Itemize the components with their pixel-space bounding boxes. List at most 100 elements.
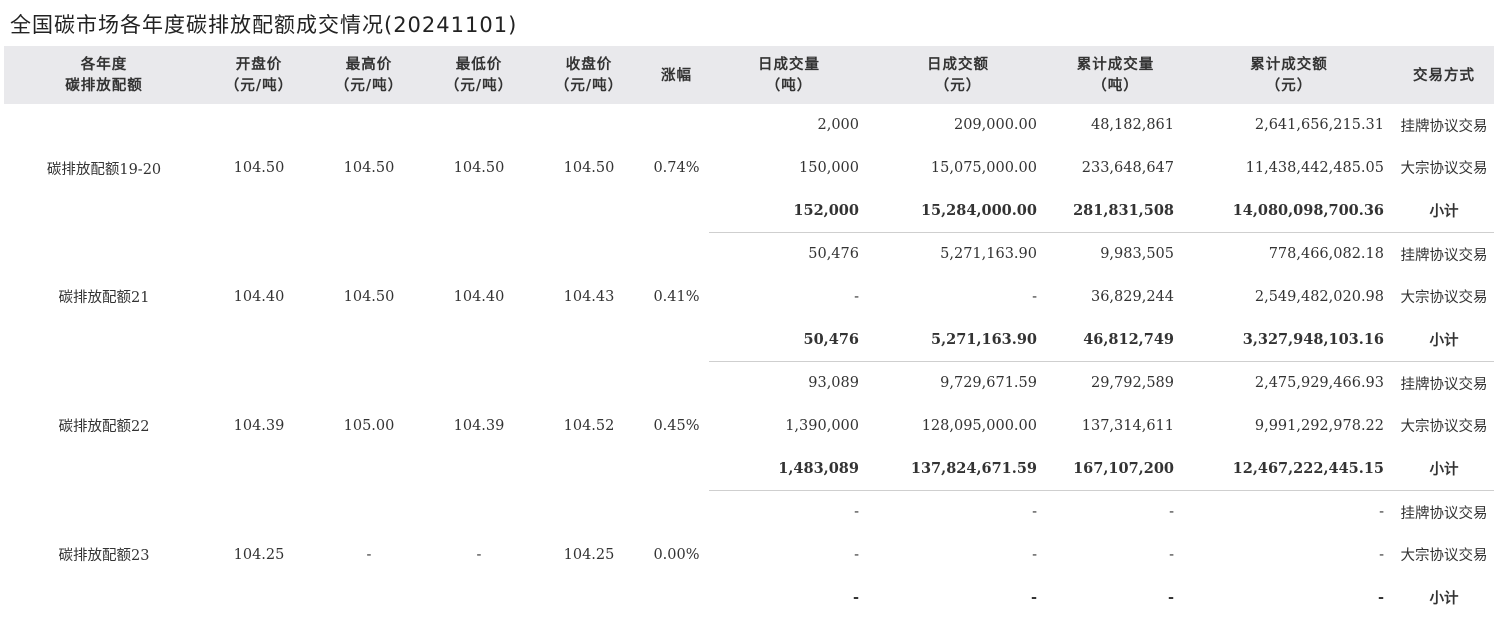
subtotal-daily-amount: 15,284,000.00 — [869, 189, 1047, 233]
trade-mode: 大宗协议交易 — [1400, 161, 1488, 178]
low-price: - — [476, 546, 482, 563]
close-price: 104.52 — [563, 417, 615, 434]
daily-volume: - — [854, 546, 859, 563]
cumulative-amount: 2,549,482,020.98 — [1254, 288, 1384, 305]
table-row: - - - - 大宗协议交易 — [4, 534, 1494, 577]
subtotal-row: - - - - 小计 — [4, 576, 1494, 619]
daily-amount: - — [1032, 504, 1037, 521]
price-change: 0.74% — [653, 160, 700, 177]
subtotal-cumulative-amount: 14,080,098,700.36 — [1184, 189, 1394, 233]
high-price: 104.50 — [343, 160, 395, 177]
cumulative-amount: 778,466,082.18 — [1268, 246, 1384, 263]
daily-volume: - — [854, 504, 859, 521]
table-row: 碳排放配额23 104.25 - - 104.25 0.00% - - - - … — [4, 490, 1494, 564]
subtotal-daily-amount: 137,824,671.59 — [869, 447, 1047, 491]
subtotal-cumulative-volume: 167,107,200 — [1047, 447, 1184, 491]
cumulative-amount: 2,641,656,215.31 — [1254, 117, 1384, 134]
daily-volume: - — [854, 288, 859, 305]
header-change: 涨幅 — [644, 46, 709, 104]
cumulative-volume: 137,314,611 — [1081, 417, 1174, 434]
trade-mode: 挂牌协议交易 — [1400, 376, 1488, 393]
price-change: 0.41% — [653, 288, 700, 305]
cumulative-volume: 48,182,861 — [1090, 117, 1174, 134]
high-price: 104.50 — [343, 288, 395, 305]
daily-amount: 5,271,163.90 — [940, 246, 1037, 263]
cumulative-amount: - — [1379, 546, 1384, 563]
subtotal-row: 50,476 5,271,163.90 46,812,749 3,327,948… — [4, 318, 1494, 362]
daily-volume: 50,476 — [808, 246, 859, 263]
price-change: 0.00% — [653, 546, 700, 563]
carbon-quota-table: 各年度 碳排放配额 开盘价 （元/吨） 最高价 （元/吨） 最低价 （元/吨） 收盘价（… — [4, 46, 1494, 619]
high-price: - — [366, 546, 372, 563]
open-price: 104.25 — [233, 546, 285, 563]
cumulative-volume: 29,792,589 — [1090, 375, 1174, 392]
header-high-price: 最高价 （元/吨） — [314, 46, 424, 104]
subtotal-label: 小计 — [1394, 318, 1494, 362]
trade-mode: 大宗协议交易 — [1400, 548, 1488, 565]
subtotal-label: 小计 — [1394, 189, 1494, 233]
daily-amount: - — [1032, 546, 1037, 563]
close-price: 104.43 — [563, 288, 615, 305]
subtotal-cumulative-volume: 46,812,749 — [1047, 318, 1184, 362]
header-low-price: 最低价 （元/吨） — [424, 46, 534, 104]
cumulative-volume: 233,648,647 — [1081, 159, 1174, 176]
trade-mode: 大宗协议交易 — [1400, 419, 1488, 436]
subtotal-label: 小计 — [1429, 590, 1459, 608]
cumulative-volume: 9,983,505 — [1100, 246, 1174, 263]
page-title: 全国碳市场各年度碳排放配额成交情况(20241101) — [10, 13, 518, 37]
close-price: 104.25 — [563, 546, 615, 563]
header-open-price: 开盘价 （元/吨） — [204, 46, 314, 104]
high-price: 105.00 — [343, 417, 395, 434]
trade-mode: 大宗协议交易 — [1400, 290, 1488, 307]
header-cumulative-volume: 累计成交量 （吨） — [1047, 46, 1184, 104]
trade-mode: 挂牌协议交易 — [1400, 247, 1488, 264]
daily-amount: - — [1032, 288, 1037, 305]
cumulative-volume: 36,829,244 — [1090, 288, 1174, 305]
subtotal-daily-volume: 152,000 — [709, 189, 869, 233]
header-close-price: 收盘价 （元/吨） — [534, 46, 644, 104]
subtotal-daily-volume: 50,476 — [709, 318, 869, 362]
header-cumulative-amount: 累计成交额 （元） — [1184, 46, 1394, 104]
subtotal-daily-amount: - — [1030, 589, 1037, 607]
subtotal-label: 小计 — [1394, 447, 1494, 491]
daily-volume: 150,000 — [799, 159, 859, 176]
table-row: 碳排放配额21 104.40 104.50 104.40 104.43 0.41… — [4, 232, 1494, 306]
cumulative-volume: - — [1169, 546, 1174, 563]
table-row: 碳排放配额19-20 104.50 104.50 104.50 104.50 0… — [4, 104, 1494, 177]
quota-name: 碳排放配额19-20 — [46, 161, 162, 178]
header-daily-volume: 日成交量 （吨） — [709, 46, 869, 104]
subtotal-cumulative-amount: - — [1377, 589, 1384, 607]
quota-name: 碳排放配额22 — [58, 419, 150, 436]
subtotal-daily-amount: 5,271,163.90 — [869, 318, 1047, 362]
daily-volume: 2,000 — [817, 117, 859, 134]
table-row: 碳排放配额22 104.39 105.00 104.39 104.52 0.45… — [4, 361, 1494, 435]
table-row: 1,390,000 128,095,000.00 137,314,611 9,9… — [4, 405, 1494, 448]
table-row: - - 36,829,244 2,549,482,020.98 大宗协议交易 — [4, 276, 1494, 319]
daily-amount: 15,075,000.00 — [930, 159, 1037, 176]
subtotal-cumulative-amount: 12,467,222,445.15 — [1184, 447, 1394, 491]
daily-volume: 93,089 — [808, 375, 859, 392]
trade-mode: 挂牌协议交易 — [1400, 118, 1488, 135]
subtotal-daily-volume: - — [852, 589, 859, 607]
cumulative-amount: 2,475,929,466.93 — [1254, 375, 1384, 392]
open-price: 104.40 — [233, 288, 285, 305]
subtotal-cumulative-amount: 3,327,948,103.16 — [1184, 318, 1394, 362]
cumulative-amount: 9,991,292,978.22 — [1254, 417, 1384, 434]
daily-volume: 1,390,000 — [785, 417, 859, 434]
daily-amount: 209,000.00 — [953, 117, 1037, 134]
table-header-row: 各年度 碳排放配额 开盘价 （元/吨） 最高价 （元/吨） 最低价 （元/吨） 收盘价（… — [4, 46, 1494, 104]
subtotal-cumulative-volume: 281,831,508 — [1047, 189, 1184, 233]
subtotal-row: 1,483,089 137,824,671.59 167,107,200 12,… — [4, 447, 1494, 491]
close-price: 104.50 — [563, 160, 615, 177]
daily-amount: 9,729,671.59 — [940, 375, 1037, 392]
cumulative-amount: - — [1379, 504, 1384, 521]
subtotal-row: 152,000 15,284,000.00 281,831,508 14,080… — [4, 189, 1494, 233]
table-row: 150,000 15,075,000.00 233,648,647 11,438… — [4, 147, 1494, 190]
low-price: 104.50 — [453, 160, 505, 177]
low-price: 104.40 — [453, 288, 505, 305]
header-year-quota: 各年度 碳排放配额 — [4, 46, 204, 104]
price-change: 0.45% — [653, 417, 700, 434]
open-price: 104.39 — [233, 417, 285, 434]
cumulative-amount: 11,438,442,485.05 — [1245, 159, 1384, 176]
quota-name: 碳排放配额21 — [58, 290, 150, 307]
